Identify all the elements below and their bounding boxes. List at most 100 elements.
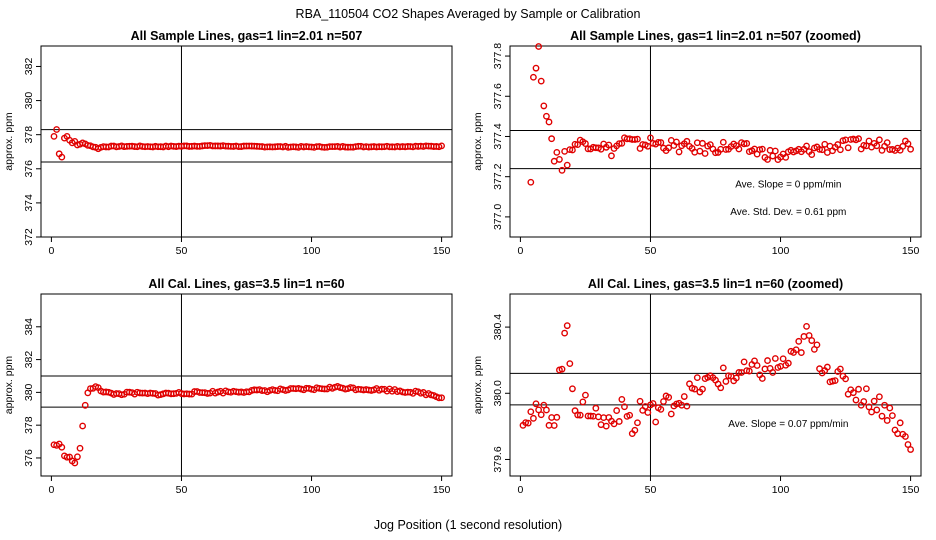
data-point xyxy=(553,413,561,421)
data-point xyxy=(665,393,673,401)
data-point xyxy=(680,393,688,400)
panel-title: All Cal. Lines, gas=3.5 lin=1 n=60 xyxy=(148,277,344,291)
data-point xyxy=(883,417,891,424)
data-point xyxy=(844,144,852,152)
data-point xyxy=(660,398,667,405)
data-point xyxy=(745,367,753,375)
data-point xyxy=(753,362,761,369)
data-point xyxy=(873,406,881,414)
data-point xyxy=(631,426,639,434)
y-tick-label: 376 xyxy=(23,449,35,467)
data-point xyxy=(782,154,790,161)
data-point xyxy=(58,443,66,451)
data-point xyxy=(712,149,719,157)
data-point xyxy=(743,140,751,147)
data-point xyxy=(76,444,84,452)
data-point xyxy=(808,151,816,158)
data-point xyxy=(691,385,699,393)
data-point xyxy=(435,394,443,402)
data-point xyxy=(618,396,626,403)
data-point xyxy=(683,137,691,145)
data-point xyxy=(576,411,584,419)
plot-frame xyxy=(509,293,922,477)
plot-frame xyxy=(40,293,453,477)
y-tick-label: 382 xyxy=(23,58,35,76)
annotation: Ave. Slope = 0 ppm/min xyxy=(735,179,841,190)
data-point xyxy=(527,178,535,186)
data-point xyxy=(610,420,618,428)
data-point xyxy=(636,397,644,405)
data-point xyxy=(579,398,587,406)
data-point xyxy=(886,404,894,412)
data-point xyxy=(53,126,61,133)
data-point xyxy=(888,412,896,420)
data-point xyxy=(634,135,641,143)
data-points xyxy=(519,322,914,453)
data-point xyxy=(725,372,732,380)
data-point xyxy=(805,332,813,339)
data-point xyxy=(553,148,561,156)
panel-4: All Cal. Lines, gas=3.5 lin=1 n=60 (zoom… xyxy=(472,277,922,496)
data-point xyxy=(63,453,71,461)
data-point xyxy=(569,146,576,154)
data-point xyxy=(696,147,704,155)
data-point xyxy=(873,142,881,150)
y-axis-label: approx. ppm xyxy=(472,356,484,415)
data-point xyxy=(524,419,532,427)
data-point xyxy=(81,401,89,409)
panel-title: All Sample Lines, gas=1 lin=2.01 n=507 xyxy=(131,29,363,43)
data-point xyxy=(693,374,701,382)
data-point xyxy=(836,365,844,373)
data-point xyxy=(875,393,883,401)
data-point xyxy=(592,404,600,412)
data-point xyxy=(644,409,652,416)
y-tick-label: 372 xyxy=(23,228,35,246)
x-tick-label: 0 xyxy=(517,484,523,496)
data-point xyxy=(808,337,816,344)
data-point xyxy=(530,73,537,81)
x-tick-label: 100 xyxy=(303,245,321,257)
data-point xyxy=(438,394,445,402)
data-point xyxy=(644,142,652,150)
panels: All Sample Lines, gas=1 lin=2.01 n=507 0 5… xyxy=(3,29,922,496)
data-point xyxy=(548,135,556,143)
data-point xyxy=(58,153,66,161)
data-point xyxy=(522,419,530,427)
data-point xyxy=(743,367,751,375)
data-point xyxy=(769,369,777,376)
x-tick-label: 0 xyxy=(517,245,523,257)
data-point xyxy=(587,412,595,420)
data-point xyxy=(699,385,706,393)
data-point xyxy=(875,136,883,144)
data-point xyxy=(904,441,912,448)
data-point xyxy=(563,161,571,169)
data-point xyxy=(566,146,574,154)
data-point xyxy=(543,406,550,414)
data-point xyxy=(834,141,842,148)
data-point xyxy=(71,459,79,467)
data-point xyxy=(667,410,675,418)
data-point xyxy=(532,400,540,408)
data-point xyxy=(865,403,873,411)
data-point xyxy=(769,152,777,160)
annotation: Ave. Slope = 0.07 ppm/min xyxy=(728,419,848,430)
data-point xyxy=(574,411,582,419)
data-point xyxy=(626,411,634,419)
data-point xyxy=(569,385,576,393)
data-point xyxy=(438,142,445,150)
data-point xyxy=(537,411,545,419)
data-point xyxy=(647,134,654,142)
data-point xyxy=(855,135,862,143)
data-point xyxy=(907,446,914,453)
data-point xyxy=(701,150,709,157)
y-tick-label: 377.2 xyxy=(492,163,504,189)
data-point xyxy=(907,145,914,153)
panel-1: All Sample Lines, gas=1 lin=2.01 n=507 0 5… xyxy=(3,29,453,257)
plot-frame xyxy=(40,45,453,238)
y-tick-label: 382 xyxy=(23,351,35,369)
data-point xyxy=(756,146,764,154)
data-point xyxy=(563,322,571,330)
panel-3: All Cal. Lines, gas=3.5 lin=1 n=60 0 50 100… xyxy=(3,277,453,496)
data-point xyxy=(784,359,792,367)
y-axis-label: approx. ppm xyxy=(3,112,15,171)
